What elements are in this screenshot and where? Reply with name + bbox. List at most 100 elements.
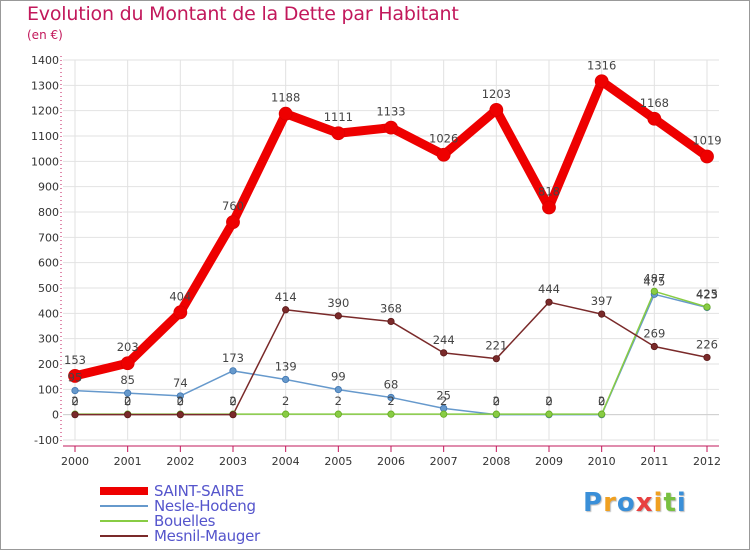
x-tick-label: 2008	[482, 455, 510, 468]
proxiti-logo: Proxiti	[583, 488, 687, 518]
data-point	[68, 369, 82, 383]
data-point	[647, 111, 662, 126]
x-tick-label: 2000	[61, 455, 89, 468]
logo-letter: i	[653, 488, 664, 518]
logo-letter: P	[583, 488, 604, 518]
data-point	[282, 410, 290, 418]
unit-label: (en €)	[27, 28, 63, 42]
x-tick-label: 2002	[166, 455, 194, 468]
data-label: 203	[117, 340, 139, 354]
logo-letter: x	[635, 488, 654, 518]
y-tick-label: -100	[34, 434, 59, 447]
y-tick-label: 400	[38, 307, 59, 320]
data-label: 85	[120, 373, 135, 387]
data-point	[282, 375, 290, 384]
data-point	[173, 305, 188, 320]
data-point	[594, 74, 609, 89]
data-label: 818	[538, 184, 560, 198]
data-label: 1133	[376, 105, 405, 119]
data-label: 760	[222, 199, 244, 213]
data-label: 2	[124, 394, 131, 408]
logo-letter: t	[663, 488, 677, 518]
data-point	[650, 287, 658, 295]
data-point	[703, 353, 711, 362]
x-tick-label: 2003	[219, 455, 247, 468]
chart-title: Evolution du Montant de la Dette par Hab…	[27, 3, 459, 25]
legend-label: Mesnil-Mauger	[154, 527, 260, 545]
data-point	[71, 411, 79, 419]
data-point	[387, 317, 395, 326]
data-label: 153	[64, 353, 86, 367]
data-label: 25	[436, 388, 451, 402]
data-label: 368	[380, 301, 402, 315]
data-label: 444	[538, 282, 560, 296]
data-point	[545, 410, 553, 418]
data-label: 1188	[271, 91, 300, 105]
logo-letter: i	[676, 488, 687, 518]
data-label: 397	[591, 294, 613, 308]
data-point	[120, 356, 135, 371]
data-label: 68	[384, 377, 399, 391]
logo-letter: o	[616, 488, 636, 518]
legend-label: Bouelles	[154, 512, 216, 530]
data-point	[440, 349, 448, 357]
data-label: 404	[169, 289, 191, 303]
data-point	[492, 355, 500, 363]
data-label: 2	[440, 394, 447, 408]
data-point	[226, 215, 240, 230]
y-tick-label: 1100	[31, 130, 59, 143]
legend-swatch	[100, 505, 148, 507]
data-label: 2	[229, 394, 236, 408]
data-label: 0	[124, 395, 131, 409]
data-label: 1168	[640, 96, 669, 110]
x-tick-label: 2005	[324, 455, 352, 468]
data-label: 2	[282, 394, 289, 408]
data-point	[492, 410, 500, 418]
y-tick-label: 200	[38, 358, 59, 371]
data-point	[334, 385, 342, 394]
y-tick-label: 1000	[31, 155, 59, 168]
y-tick-label: 500	[38, 282, 59, 295]
y-tick-label: 0	[52, 409, 59, 422]
data-label: 1026	[429, 132, 458, 146]
data-point	[703, 303, 711, 311]
data-point	[545, 298, 553, 306]
data-point	[542, 200, 556, 215]
data-point	[700, 149, 714, 164]
data-label: 425	[696, 287, 718, 301]
y-tick-label: 600	[38, 257, 59, 270]
y-tick-label: 700	[38, 231, 59, 244]
data-label: 221	[485, 339, 507, 353]
data-point	[598, 310, 606, 318]
data-label: 2	[598, 394, 605, 408]
data-label: 1019	[692, 134, 721, 148]
data-point	[598, 410, 606, 418]
data-label: 487	[643, 271, 665, 285]
data-point	[387, 393, 395, 402]
y-tick-label: 900	[38, 181, 59, 194]
data-label: 0	[177, 395, 184, 409]
x-tick-label: 2004	[272, 455, 300, 468]
data-point	[387, 410, 395, 418]
data-point	[650, 342, 658, 351]
data-point	[229, 367, 237, 375]
data-label: 414	[275, 290, 297, 304]
x-tick-label: 2009	[535, 455, 563, 468]
data-point	[282, 306, 290, 314]
y-tick-label: 300	[38, 333, 59, 346]
data-label: 1111	[324, 110, 353, 124]
data-label: 2	[545, 394, 552, 408]
logo-letter: r	[603, 488, 617, 518]
data-label: 173	[222, 351, 244, 365]
data-point	[436, 147, 451, 162]
data-label: 0	[545, 395, 552, 409]
x-tick-label: 2006	[377, 455, 405, 468]
data-point	[176, 411, 184, 419]
data-point	[176, 392, 184, 400]
legend-label: Nesle-Hodeng	[154, 497, 256, 515]
x-tick-label: 2001	[114, 455, 142, 468]
data-point	[384, 120, 398, 135]
data-label: 2	[177, 394, 184, 408]
y-tick-label: 1400	[31, 54, 59, 67]
